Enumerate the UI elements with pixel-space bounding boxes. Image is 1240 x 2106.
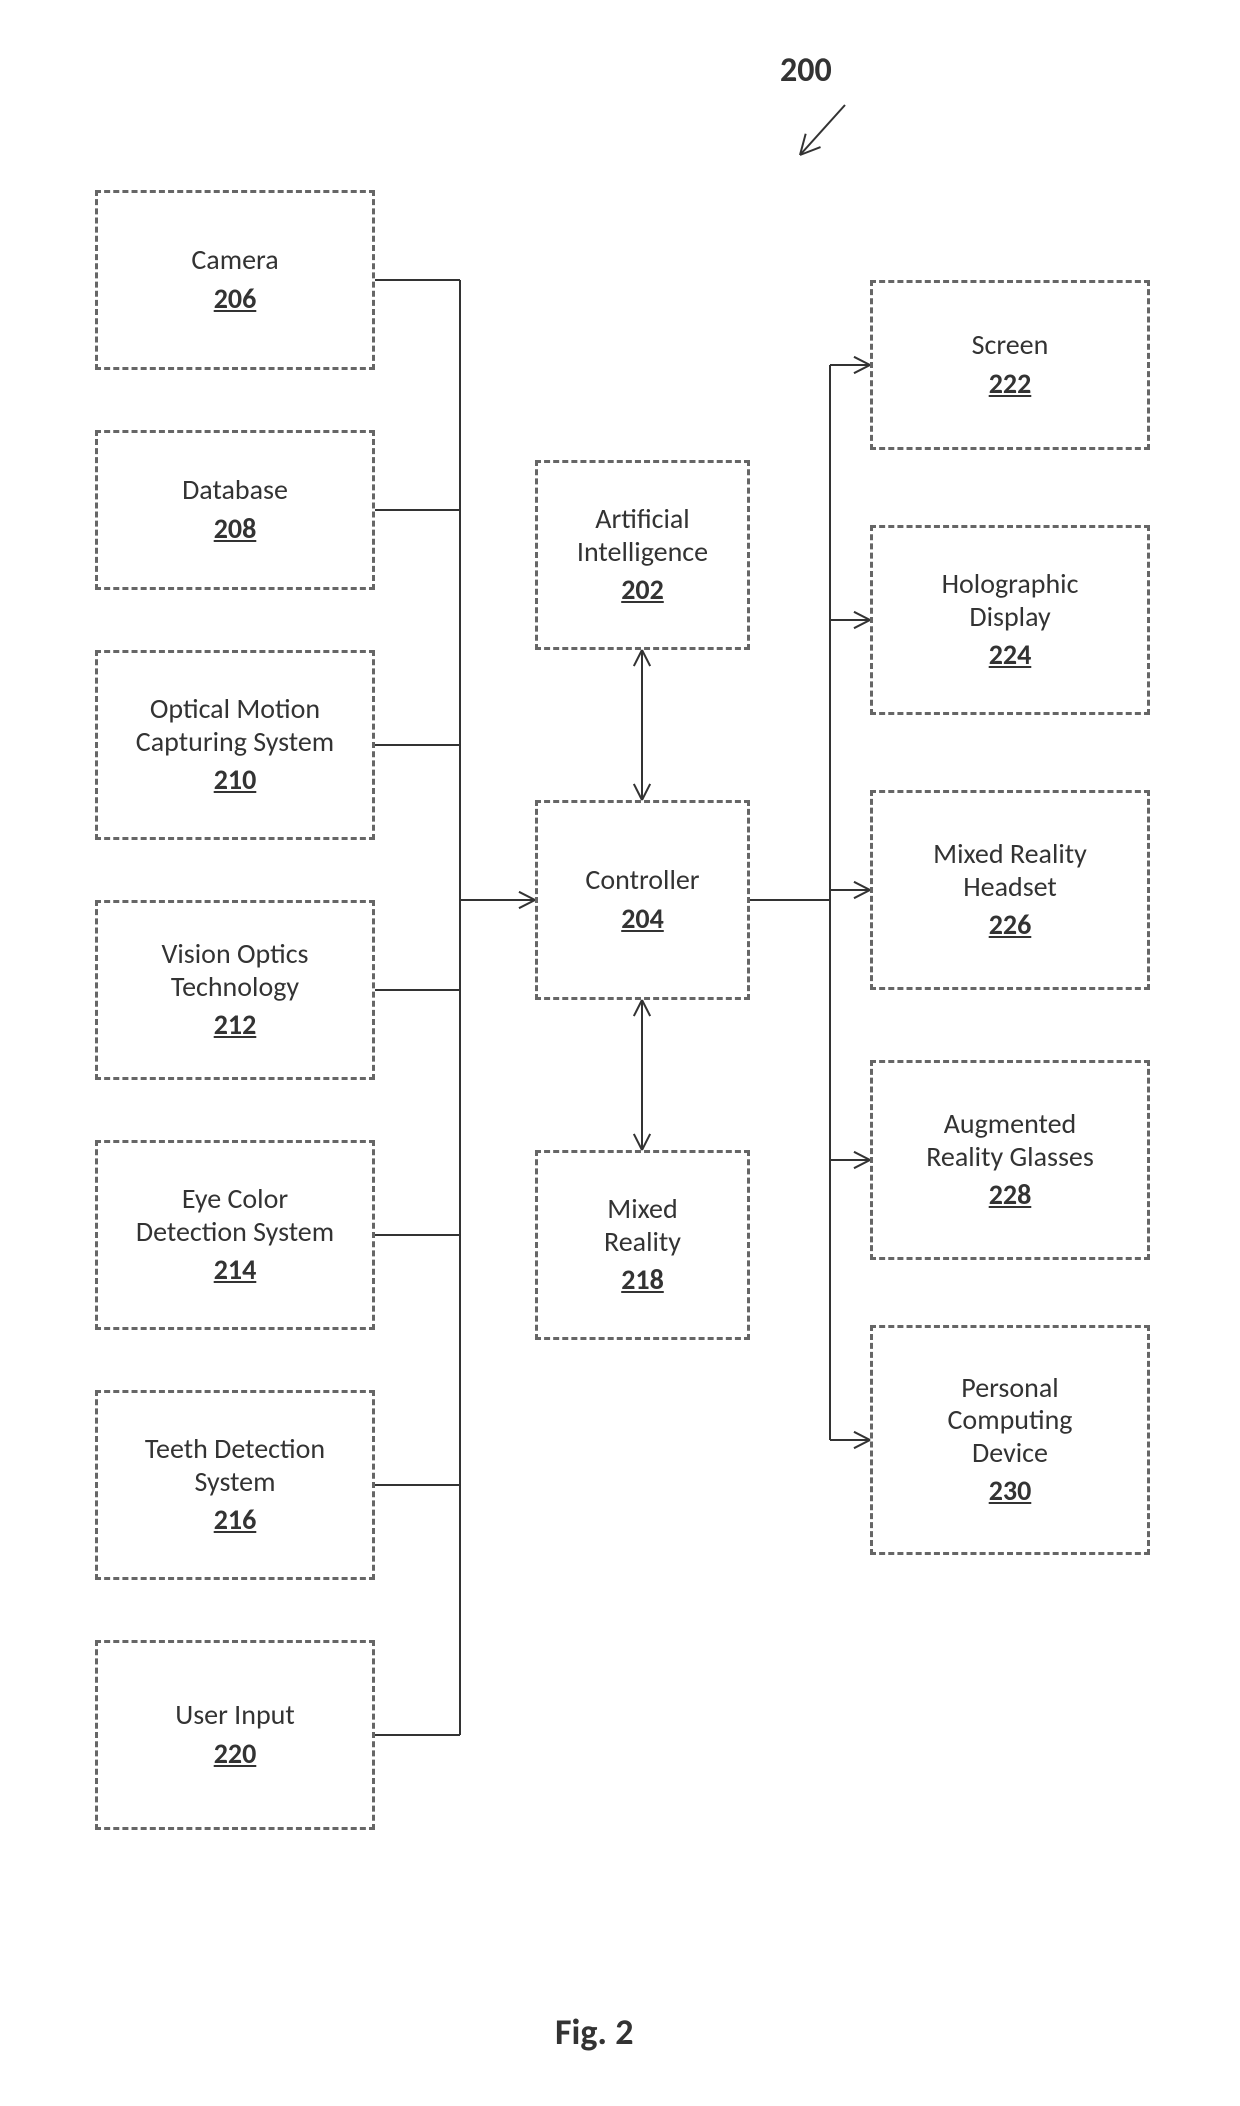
block-ecds: Eye ColorDetection System 214 (95, 1140, 375, 1330)
block-mrh: Mixed RealityHeadset 226 (870, 790, 1150, 990)
block-tds: Teeth DetectionSystem 216 (95, 1390, 375, 1580)
block-mreality-label: MixedReality (604, 1193, 681, 1257)
block-camera-label: Camera (191, 244, 278, 276)
block-holo-label: HolographicDisplay (942, 568, 1079, 632)
block-ecds-num: 214 (214, 1252, 257, 1287)
block-vot-label: Vision OpticsTechnology (161, 938, 308, 1002)
block-database-num: 208 (214, 511, 257, 546)
block-vot: Vision OpticsTechnology 212 (95, 900, 375, 1080)
block-screen: Screen 222 (870, 280, 1150, 450)
block-database: Database 208 (95, 430, 375, 590)
block-tds-num: 216 (214, 1502, 257, 1537)
block-uinput-label: User Input (175, 1699, 295, 1731)
block-mrh-label: Mixed RealityHeadset (933, 838, 1087, 902)
block-vot-num: 212 (214, 1007, 257, 1042)
block-omcs-label: Optical MotionCapturing System (136, 693, 334, 757)
block-camera-num: 206 (214, 281, 257, 316)
block-mrh-num: 226 (989, 907, 1032, 942)
block-controller: Controller 204 (535, 800, 750, 1000)
block-mreality-num: 218 (621, 1262, 664, 1297)
block-omcs: Optical MotionCapturing System 210 (95, 650, 375, 840)
block-arg-num: 228 (989, 1177, 1032, 1212)
block-uinput: User Input 220 (95, 1640, 375, 1830)
block-ecds-label: Eye ColorDetection System (136, 1183, 334, 1247)
block-controller-num: 204 (621, 901, 664, 936)
figure-number: 200 (780, 50, 832, 91)
block-controller-label: Controller (585, 864, 699, 896)
block-pcd-label: PersonalComputingDevice (948, 1372, 1073, 1469)
figure-caption: Fig. 2 (555, 2010, 633, 2054)
block-database-label: Database (182, 474, 288, 506)
block-holo-num: 224 (989, 637, 1032, 672)
diagram-canvas: { "type": "flowchart", "canvas": { "widt… (0, 0, 1240, 2106)
block-uinput-num: 220 (214, 1736, 257, 1771)
block-screen-num: 222 (989, 366, 1032, 401)
block-arg-label: AugmentedReality Glasses (926, 1108, 1094, 1172)
block-arg: AugmentedReality Glasses 228 (870, 1060, 1150, 1260)
block-tds-label: Teeth DetectionSystem (145, 1433, 325, 1497)
block-screen-label: Screen (972, 329, 1049, 361)
block-mreality: MixedReality 218 (535, 1150, 750, 1340)
block-ai: ArtificialIntelligence 202 (535, 460, 750, 650)
block-pcd: PersonalComputingDevice 230 (870, 1325, 1150, 1555)
block-ai-label: ArtificialIntelligence (577, 503, 708, 567)
block-omcs-num: 210 (214, 762, 257, 797)
block-camera: Camera 206 (95, 190, 375, 370)
block-ai-num: 202 (621, 572, 664, 607)
block-pcd-num: 230 (989, 1473, 1032, 1508)
block-holo: HolographicDisplay 224 (870, 525, 1150, 715)
